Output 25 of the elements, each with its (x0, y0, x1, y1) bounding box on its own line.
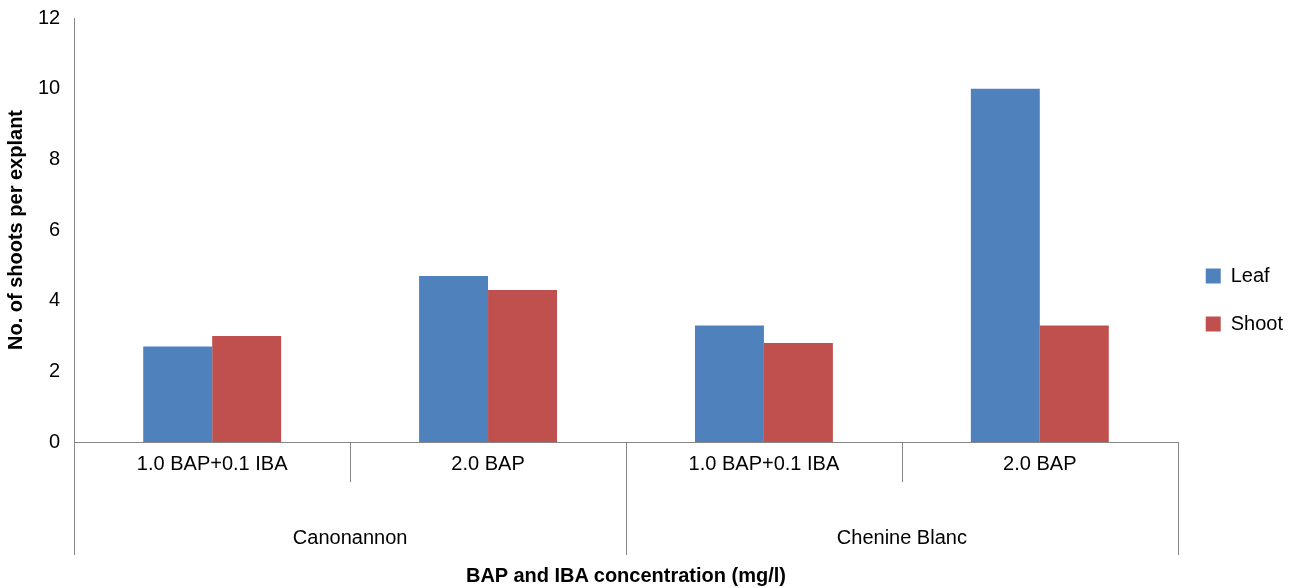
y-tick-label: 12 (38, 5, 61, 28)
text: Canonannon (292, 525, 408, 548)
y-axis-title: No. of shoots per explant (3, 109, 26, 351)
x-axis-title: BAP and IBA concentration (mg/l) (465, 563, 787, 586)
y-tick-label: 0 (49, 429, 61, 452)
y-tick-label: 8 (49, 146, 61, 169)
x-tick-label: 1.0 BAP+0.1 IBA (136, 451, 289, 474)
bar (488, 290, 558, 442)
y-tick-label: 2 (49, 358, 61, 381)
bar (763, 343, 833, 442)
x-tick-label: 2.0 BAP (451, 451, 525, 474)
y-tick-label: 4 (49, 288, 61, 311)
y-tick-label: 10 (38, 76, 61, 99)
bar (143, 346, 213, 442)
bar (694, 325, 764, 442)
legend-label: Leaf (1230, 263, 1271, 286)
text: Chenine Blanc (836, 525, 967, 548)
y-tick-label: 6 (49, 217, 61, 240)
bar (419, 275, 489, 442)
x-tick-label: 2.0 BAP (1003, 451, 1077, 474)
legend-label: Shoot (1230, 311, 1284, 334)
bar (1039, 325, 1109, 442)
x-tick-label: 1.0 BAP+0.1 IBA (688, 451, 840, 474)
bar (212, 336, 282, 442)
bar (970, 88, 1040, 442)
